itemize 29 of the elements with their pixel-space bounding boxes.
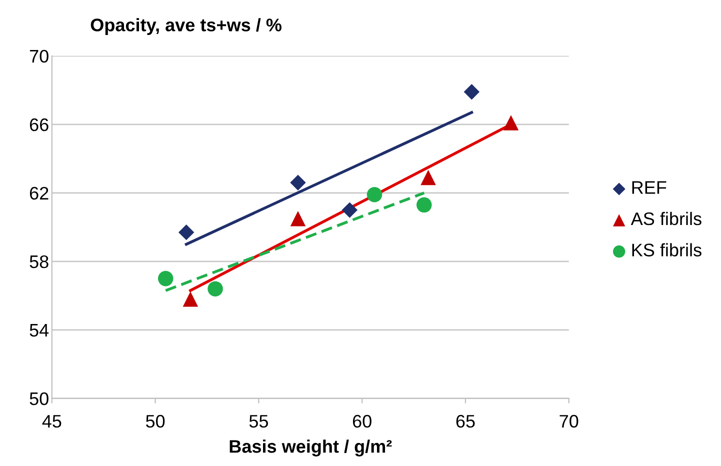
x-tick-label: 70 [560, 414, 578, 428]
legend-label: KS fibrils [632, 243, 702, 256]
point [182, 291, 198, 307]
x-tick-label: 50 [146, 414, 165, 428]
y-tick-label: 66 [30, 118, 48, 132]
y-tick-label: 50 [30, 392, 48, 406]
y-axis-title: Opacity, ave ts+ws / % [90, 18, 282, 35]
point [178, 224, 194, 240]
point [366, 186, 382, 202]
legend-label: REF [632, 181, 666, 194]
y-tick-label: 62 [30, 186, 48, 200]
x-tick-label: 45 [42, 415, 62, 428]
x-tick-label: 60 [352, 414, 372, 428]
point [290, 210, 306, 226]
point [208, 281, 223, 296]
x-tick-label: 55 [249, 415, 268, 428]
point [158, 270, 174, 286]
y-tick-label: 54 [30, 324, 49, 337]
point [290, 174, 306, 191]
point [464, 84, 480, 100]
y-tick-label: 70 [30, 50, 48, 63]
x-axis-title: Basis weight / g/m² [230, 440, 392, 456]
x-tick-label: 65 [456, 414, 475, 428]
y-tick-label: 58 [30, 255, 48, 268]
point [416, 197, 432, 213]
point [420, 170, 436, 186]
point [342, 202, 358, 218]
legend-label: AS fibrils [630, 212, 702, 226]
point [503, 115, 519, 130]
